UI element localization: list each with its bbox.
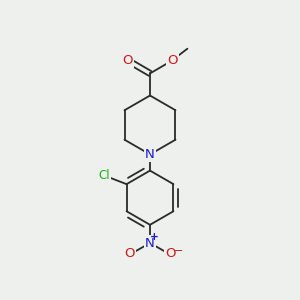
Text: O: O	[124, 247, 135, 260]
Text: N: N	[145, 148, 155, 161]
Text: O: O	[122, 54, 133, 67]
Text: −: −	[174, 246, 183, 256]
Text: +: +	[150, 232, 159, 242]
Text: N: N	[145, 236, 155, 250]
Text: Cl: Cl	[98, 169, 110, 182]
Text: O: O	[165, 247, 176, 260]
Text: O: O	[167, 54, 178, 67]
